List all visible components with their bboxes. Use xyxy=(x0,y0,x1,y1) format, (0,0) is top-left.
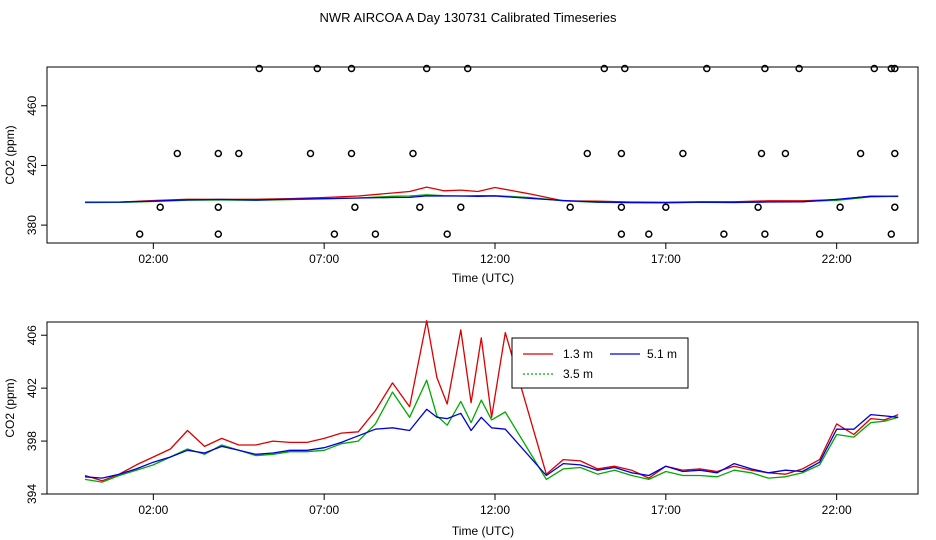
top-marker xyxy=(679,149,687,158)
top-marker xyxy=(891,64,899,73)
legend-label-3-5m: 3.5 m xyxy=(563,367,593,381)
top-marker xyxy=(617,230,626,238)
top-marker xyxy=(761,230,769,238)
bottom-x-axis-label: Time (UTC) xyxy=(452,524,514,538)
bottom-y-tick-label-406: 406 xyxy=(25,325,39,345)
top-marker xyxy=(757,149,766,158)
top-marker xyxy=(457,203,465,211)
top-marker xyxy=(703,64,711,73)
top-marker xyxy=(351,203,359,211)
bottom-plot-frame xyxy=(46,321,919,495)
bottom-y-tick-label-394: 394 xyxy=(25,484,39,504)
top-marker xyxy=(836,203,844,211)
top-marker xyxy=(815,230,824,238)
top-marker xyxy=(173,149,182,158)
top-marker xyxy=(214,149,223,158)
top-marker xyxy=(600,64,609,73)
top-marker xyxy=(330,230,339,238)
top-marker xyxy=(856,149,865,158)
bottom-y-tick-label-402: 402 xyxy=(25,378,39,398)
top-x-tick-label-1: 07:00 xyxy=(309,252,339,266)
bottom-series-5-1-m xyxy=(84,408,899,479)
top-marker xyxy=(416,203,424,211)
top-marker xyxy=(645,230,653,238)
top-marker xyxy=(214,230,223,238)
top-y-tick-label-460: 460 xyxy=(25,95,39,115)
top-marker xyxy=(617,203,626,211)
figure-title: NWR AIRCOA A Day 130731 Calibrated Times… xyxy=(320,10,617,25)
bottom-y-tick-label-398: 398 xyxy=(25,431,39,451)
top-marker xyxy=(887,230,896,238)
top-x-tick-label-3: 17:00 xyxy=(651,252,681,266)
top-marker xyxy=(621,64,629,73)
legend-label-1-3m: 1.3 m xyxy=(563,347,593,361)
bottom-y-axis-label: CO2 (ppm) xyxy=(3,378,17,437)
top-marker xyxy=(781,149,790,158)
legend: 1.3 m 3.5 m 5.1 m xyxy=(511,337,689,389)
bottom-series-lines xyxy=(84,320,899,483)
bottom-panel: 394 398 402 406 02:00 07:00 12:00 17:00 22:00 T… xyxy=(3,320,919,538)
legend-label-5-1m: 5.1 m xyxy=(647,347,677,361)
top-calibration-markers xyxy=(135,64,899,238)
top-marker xyxy=(409,149,417,158)
top-x-axis: 02:00 07:00 12:00 17:00 22:00 xyxy=(138,243,852,266)
top-marker xyxy=(214,203,223,211)
bottom-x-tick-label-4: 22:00 xyxy=(822,503,852,517)
top-marker xyxy=(255,64,264,73)
top-marker xyxy=(887,64,896,73)
top-y-tick-label-420: 420 xyxy=(25,155,39,175)
bottom-x-tick-label-0: 02:00 xyxy=(138,503,168,517)
top-marker xyxy=(156,203,164,211)
top-y-tick-label-380: 380 xyxy=(25,215,39,235)
bottom-x-tick-label-2: 12:00 xyxy=(480,503,510,517)
top-marker xyxy=(617,149,626,158)
top-marker xyxy=(720,230,728,238)
top-marker xyxy=(463,64,472,73)
bottom-y-axis: 394 398 402 406 xyxy=(25,325,47,504)
top-marker xyxy=(795,64,803,73)
top-panel: 380 420 460 02:00 07:00 12:00 17:00 22:00 Time… xyxy=(3,64,919,285)
top-marker xyxy=(583,149,592,158)
bottom-series-1-3-m xyxy=(84,320,899,482)
top-marker xyxy=(761,64,769,73)
top-marker xyxy=(313,64,322,73)
top-marker xyxy=(566,203,574,211)
top-marker xyxy=(135,230,144,238)
top-marker xyxy=(347,64,356,73)
bottom-series-3-5-m xyxy=(84,379,899,483)
top-x-tick-label-4: 22:00 xyxy=(822,252,852,266)
top-marker xyxy=(891,149,899,158)
bottom-x-axis: 02:00 07:00 12:00 17:00 22:00 xyxy=(138,494,852,517)
top-x-tick-label-2: 12:00 xyxy=(480,252,510,266)
top-marker xyxy=(306,149,315,158)
top-x-tick-label-0: 02:00 xyxy=(138,252,168,266)
bottom-x-tick-label-1: 07:00 xyxy=(309,503,339,517)
top-marker xyxy=(235,149,243,158)
top-marker xyxy=(891,203,899,211)
top-marker xyxy=(870,64,879,73)
top-marker xyxy=(371,230,380,238)
top-plot-frame xyxy=(46,66,919,244)
top-x-axis-label: Time (UTC) xyxy=(452,271,514,285)
top-series-5-1-m xyxy=(85,195,899,204)
top-y-axis-label: CO2 (ppm) xyxy=(3,125,17,184)
top-marker xyxy=(443,230,451,238)
bottom-x-tick-label-3: 17:00 xyxy=(651,503,681,517)
top-marker xyxy=(662,203,670,211)
top-series-lines xyxy=(84,186,899,204)
top-marker xyxy=(347,149,356,158)
top-marker xyxy=(422,64,431,73)
top-y-axis: 380 420 460 xyxy=(25,95,47,235)
top-marker xyxy=(754,203,762,211)
legend-box xyxy=(511,337,689,389)
